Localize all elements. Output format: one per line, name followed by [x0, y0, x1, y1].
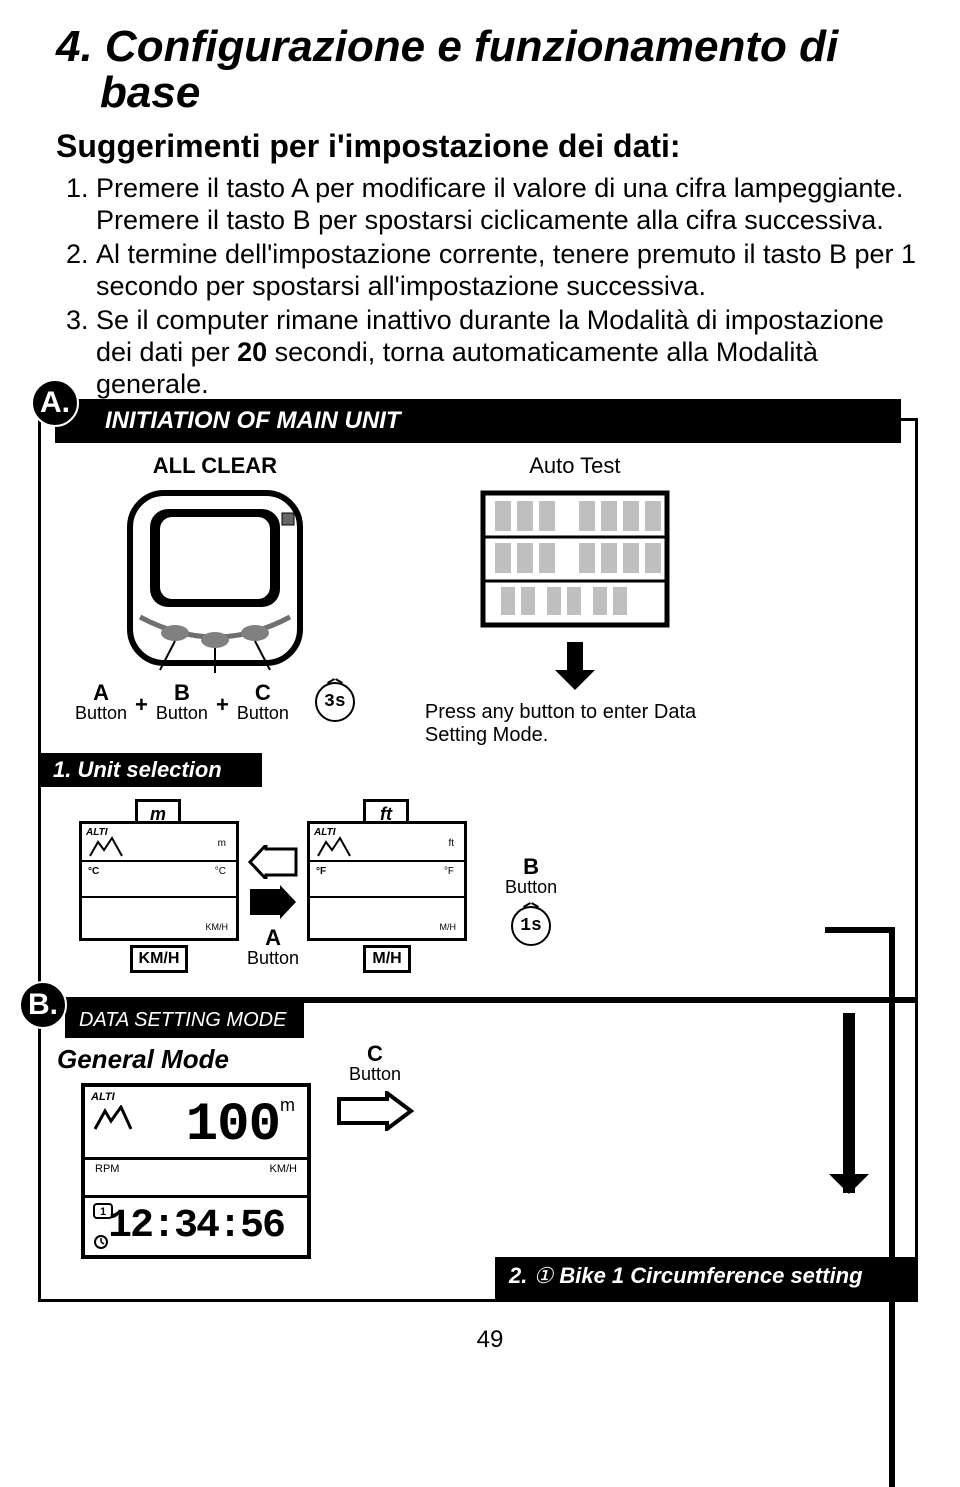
- auto-test-label: Auto Test: [425, 453, 725, 479]
- subtitle: Suggerimenti per i'impostazione dei dati…: [56, 128, 924, 165]
- tip-1: Premere il tasto A per modificare il val…: [96, 173, 924, 237]
- timer-3s: 3s: [315, 682, 355, 722]
- screen-metric: ALTI m °C °C KM/H: [79, 821, 239, 941]
- screen-imperial: ALTI ft °F °F M/H: [307, 821, 467, 941]
- arrow-right-icon: [248, 885, 298, 919]
- bike-circumference-bar: 2. ① Bike 1 Circumference setting: [495, 1257, 915, 1299]
- c-button-label: C: [367, 1041, 383, 1066]
- timer-1s: 1s: [511, 906, 551, 946]
- sub1-label: Unit selection: [77, 757, 221, 782]
- device-main-icon: [110, 485, 320, 675]
- btn-b-caption: BButton: [156, 682, 208, 722]
- general-mode-screen: ALTI 100m RPM KM/H 1 12:34:56: [81, 1083, 311, 1259]
- btn-c-caption: CButton: [237, 682, 289, 722]
- section-title: 4. Configurazione e funzionamento di bas…: [56, 24, 924, 116]
- tips-list: Premere il tasto A per modificare il val…: [56, 173, 924, 400]
- page-number: 49: [56, 1326, 924, 1354]
- tip-3: Se il computer rimane inattivo durante l…: [96, 305, 924, 401]
- mh-tab: M/H: [363, 945, 410, 973]
- mountain-icon: [88, 836, 124, 858]
- arrow-down-icon: [545, 642, 605, 692]
- display-altitude: 100: [186, 1095, 280, 1156]
- a-button-label: A: [265, 925, 281, 950]
- clock-icon: [93, 1235, 109, 1249]
- display-time: 12:34:56: [108, 1204, 284, 1249]
- b-button-label: B: [523, 854, 539, 879]
- badge-b: B.: [19, 981, 67, 1029]
- connector-down: [843, 1013, 855, 1193]
- press-any-button-text: Press any button to enter Data Setting M…: [425, 701, 725, 747]
- btn-a-caption: AButton: [75, 682, 127, 722]
- section-a-header: INITIATION OF MAIN UNIT: [91, 407, 401, 435]
- section-a-panel: A. INITIATION OF MAIN UNIT ALL CLEAR: [38, 418, 918, 1000]
- arrow-left-icon: [248, 845, 298, 879]
- general-mode-title: General Mode: [41, 1038, 915, 1075]
- all-clear-label: ALL CLEAR: [75, 453, 355, 479]
- data-setting-mode-label: DATA SETTING MODE: [65, 1003, 304, 1038]
- tip-2: Al termine dell'impostazione corrente, t…: [96, 239, 924, 303]
- kmh-tab: KM/H: [130, 945, 189, 973]
- lcd-autotest-icon: [475, 485, 675, 633]
- sub1-num: 1.: [53, 757, 71, 782]
- section-b-panel: B. DATA SETTING MODE General Mode ALTI 1…: [38, 1000, 918, 1302]
- arrow-right-outline-icon: [335, 1091, 415, 1131]
- badge-a: A.: [31, 379, 79, 427]
